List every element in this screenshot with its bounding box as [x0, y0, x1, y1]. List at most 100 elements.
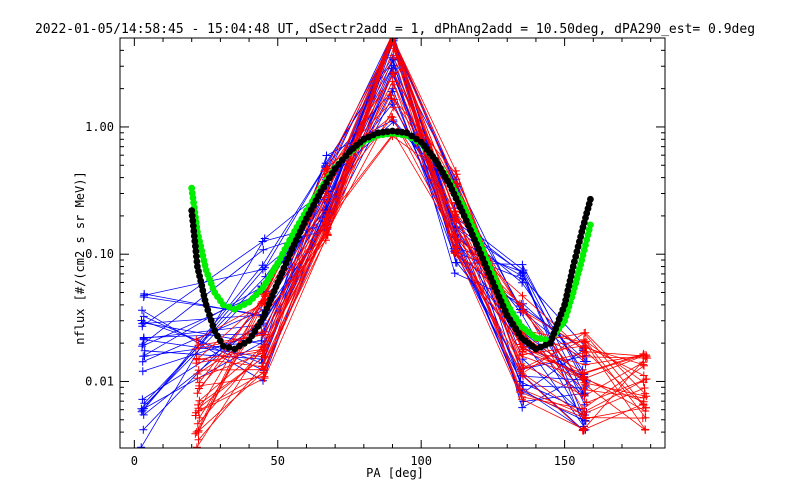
- y-tick-label: 0.01: [85, 374, 114, 388]
- trace-marker-blue: [138, 342, 147, 351]
- trace-marker-blue: [518, 260, 527, 269]
- trace-marker-blue: [518, 403, 527, 412]
- trace-marker-blue: [140, 399, 149, 408]
- trace-marker-blue: [518, 278, 527, 287]
- trace-marker-red: [453, 243, 462, 252]
- trace-marker-red: [260, 352, 269, 361]
- trace-marker-red: [194, 426, 203, 435]
- trace-marker-blue: [138, 395, 147, 404]
- trace-marker-blue: [452, 258, 461, 267]
- trace-marker-red: [323, 164, 332, 173]
- fit-point-black: [209, 322, 217, 329]
- trace-marker-red: [193, 389, 202, 398]
- trace-marker-red: [192, 443, 201, 448]
- fit-point-black: [408, 132, 415, 140]
- trace-line-red: [198, 71, 645, 431]
- trace-marker-red: [580, 329, 589, 337]
- trace-marker-red: [641, 413, 650, 422]
- trace-marker-red: [259, 290, 268, 299]
- trace-marker-blue: [138, 306, 146, 315]
- fit-point-black: [189, 217, 197, 225]
- trace-marker-red: [388, 77, 397, 86]
- trace-marker-red: [389, 68, 397, 77]
- trace-marker-red: [192, 408, 200, 417]
- y-tick-label: 0.10: [85, 247, 114, 261]
- trace-marker-red: [579, 343, 588, 352]
- trace-marker-blue: [322, 151, 331, 160]
- axes: 0 50 100 150 0.01 0.10 1.00: [85, 37, 666, 468]
- fit-point-black: [413, 135, 420, 143]
- fit-point-black: [192, 247, 200, 255]
- trace-marker-red: [451, 208, 460, 216]
- trace-marker-red: [640, 384, 649, 392]
- trace-marker-blue: [140, 346, 149, 355]
- fit-curves: [188, 127, 594, 353]
- trace-marker-red: [192, 359, 201, 368]
- trace-marker-red: [192, 335, 201, 344]
- trace-marker-blue: [138, 322, 147, 331]
- trace-marker-blue: [258, 237, 267, 246]
- fit-point-green: [587, 221, 594, 229]
- trace-marker-blue: [138, 406, 147, 415]
- fit-point-black: [192, 242, 199, 250]
- trace-line-red: [196, 80, 644, 448]
- fit-point-black: [219, 342, 227, 350]
- x-tick-label: 100: [410, 454, 432, 468]
- trace-marker-red: [641, 353, 650, 362]
- trace-marker-red: [194, 366, 203, 375]
- trace-marker-red: [518, 342, 527, 351]
- trace-marker-red: [578, 352, 587, 361]
- trace-marker-red: [195, 396, 204, 405]
- trace-line-red: [196, 116, 647, 366]
- x-tick-label: 50: [271, 454, 285, 468]
- fit-point-black: [207, 317, 215, 324]
- trace-line-red: [198, 38, 646, 430]
- trace-marker-blue: [137, 443, 146, 448]
- fit-point-green: [225, 303, 233, 311]
- trace-marker-red: [581, 414, 590, 423]
- trace-marker-red: [321, 218, 329, 227]
- x-tick-label: 0: [131, 454, 138, 468]
- trace-marker-red: [194, 404, 203, 413]
- fit-point-black: [217, 337, 224, 345]
- trace-marker-red: [194, 384, 203, 393]
- y-axis-label: nflux [#/(cm2 s sr MeV)]: [73, 171, 87, 344]
- trace-marker-red: [641, 425, 650, 434]
- trace-marker-red: [260, 292, 269, 301]
- trace-marker-red: [579, 410, 587, 419]
- fit-point-green: [582, 241, 589, 249]
- trace-marker-red: [258, 362, 267, 371]
- fit-point-black: [204, 306, 212, 314]
- spectra-traces: [137, 38, 652, 448]
- trace-marker-red: [451, 166, 460, 175]
- fit-point-black: [188, 212, 196, 220]
- trace-marker-blue: [138, 340, 147, 349]
- trace-line-red: [197, 116, 647, 406]
- x-tick-label: 150: [554, 454, 576, 468]
- trace-marker-red: [390, 95, 399, 104]
- trace-marker-red: [450, 207, 459, 216]
- fit-point-black: [403, 129, 411, 137]
- trace-marker-red: [581, 360, 590, 369]
- trace-marker-red: [386, 91, 395, 100]
- fit-point-black: [206, 311, 213, 319]
- fit-point-black: [193, 258, 201, 265]
- fit-point-black: [190, 227, 198, 235]
- trace-marker-blue: [139, 425, 148, 434]
- trace-marker-red: [639, 401, 648, 409]
- fit-point-black: [191, 237, 199, 245]
- trace-marker-red: [580, 369, 589, 378]
- trace-marker-red: [519, 364, 528, 373]
- trace-marker-red: [260, 374, 269, 383]
- trace-marker-blue: [259, 245, 268, 254]
- trace-marker-blue: [581, 351, 590, 360]
- x-axis-label: PA [deg]: [366, 466, 424, 480]
- trace-marker-red: [260, 343, 269, 352]
- fit-point-black: [188, 207, 196, 215]
- fit-point-green: [219, 301, 227, 309]
- chart-title: 2022-01-05/14:58:45 - 15:04:48 UT, dSect…: [35, 22, 755, 37]
- fit-point-black: [202, 301, 210, 309]
- fit-point-black: [587, 195, 594, 203]
- trace-marker-red: [582, 348, 591, 357]
- trace-marker-blue: [518, 269, 527, 278]
